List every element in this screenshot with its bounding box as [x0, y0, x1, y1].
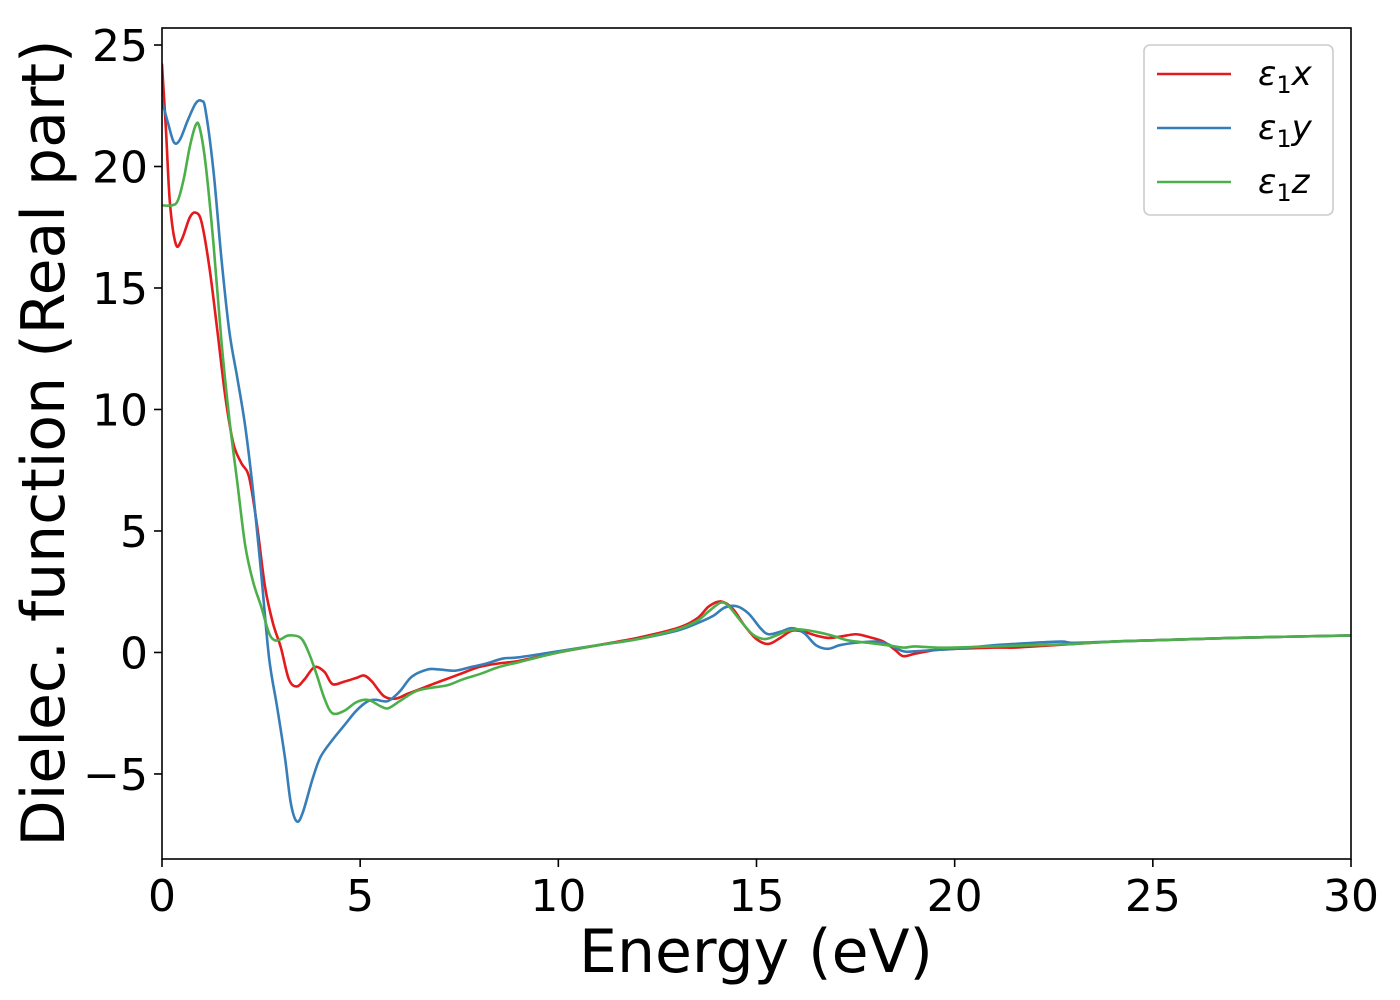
series-layer	[162, 63, 1351, 824]
y-tick-label: −5	[83, 750, 148, 801]
series-line-y	[162, 98, 1351, 824]
y-axis-title: Dielec. function (Real part)	[9, 40, 79, 847]
legend: ε1x ε1y ε1z	[1143, 44, 1334, 216]
x-tick-label: 20	[927, 871, 983, 922]
legend-box	[1143, 44, 1334, 216]
y-tick-label: 15	[92, 264, 148, 315]
x-axis-title: Energy (eV)	[579, 917, 933, 987]
y-tick-label: 10	[92, 385, 148, 436]
x-axis: 0 5 10 15 20 25 30	[148, 859, 1379, 922]
x-tick-label: 25	[1125, 871, 1181, 922]
x-tick-label: 5	[346, 871, 374, 922]
y-tick-label: 5	[120, 507, 148, 558]
y-tick-label: 25	[92, 21, 148, 72]
series-line-z	[162, 121, 1351, 716]
legend-label-x: ε1x	[1258, 54, 1313, 99]
x-tick-label: 15	[729, 871, 785, 922]
y-tick-label: 20	[92, 143, 148, 194]
legend-label-y: ε1y	[1258, 108, 1313, 153]
x-tick-label: 30	[1323, 871, 1379, 922]
legend-label-z: ε1z	[1258, 162, 1311, 207]
series-line-x	[162, 63, 1351, 701]
x-tick-label: 0	[148, 871, 176, 922]
x-tick-label: 10	[530, 871, 586, 922]
y-tick-label: 0	[120, 628, 148, 679]
y-axis: −5 0 5 10 15 20 25	[83, 21, 162, 801]
